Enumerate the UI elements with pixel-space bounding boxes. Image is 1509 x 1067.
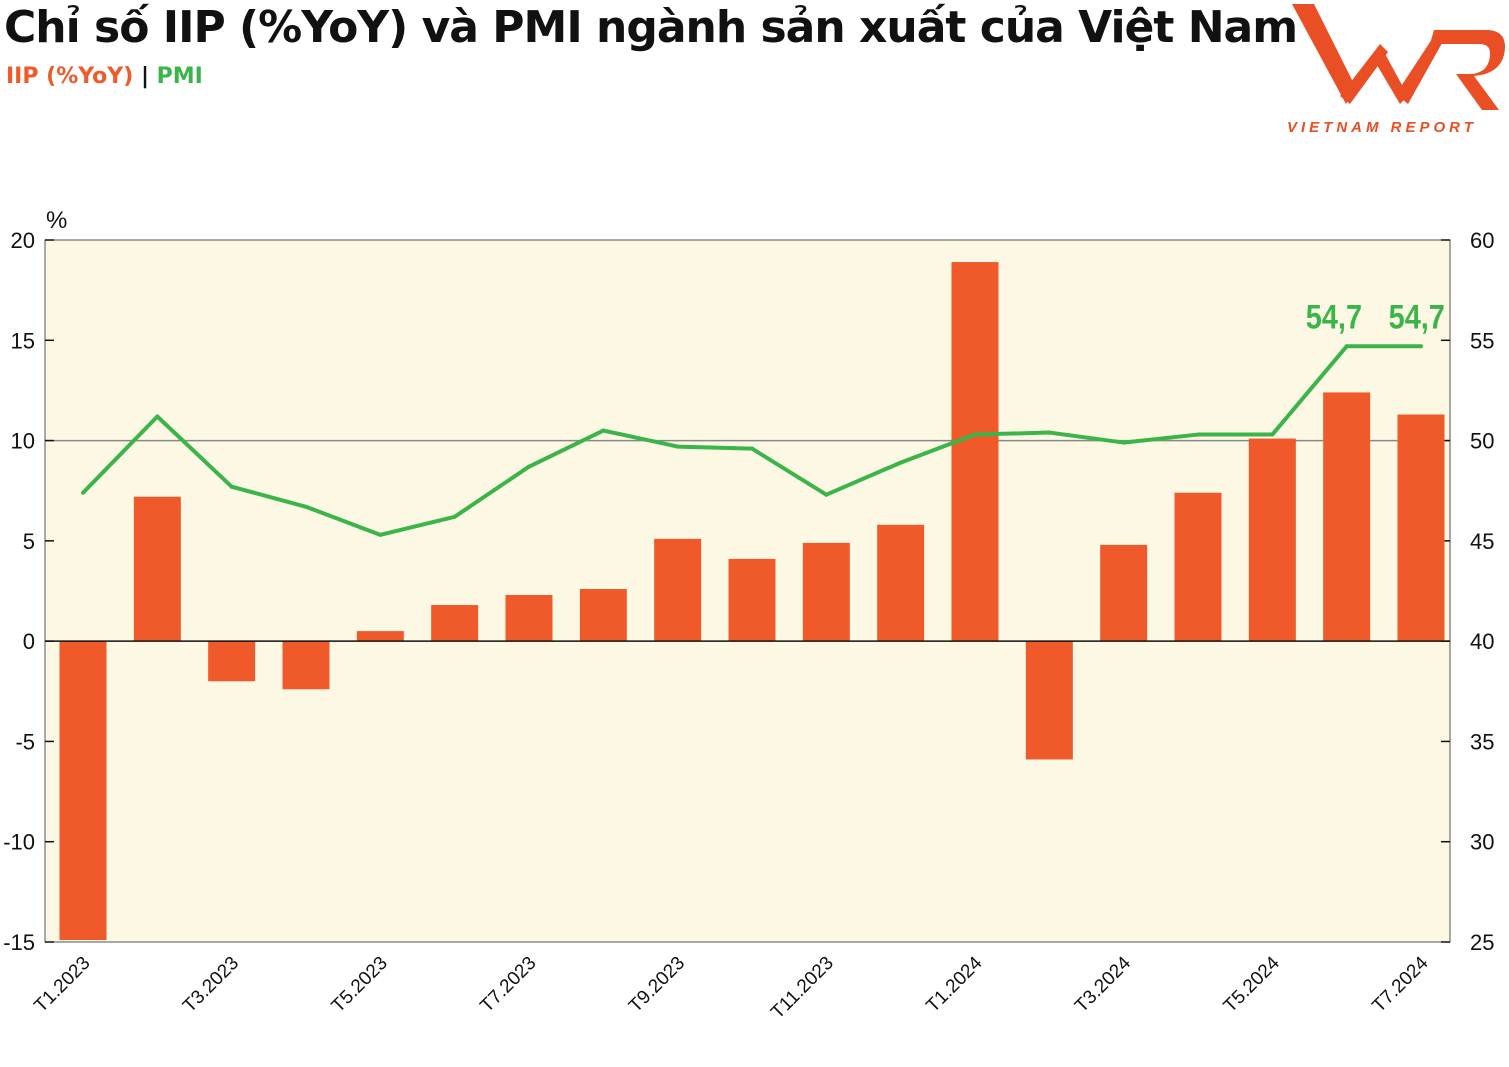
- left-axis-unit: %: [46, 207, 67, 234]
- x-tick-label: T3.2024: [1071, 952, 1135, 1016]
- bar-iip: [1397, 414, 1445, 642]
- right-tick-label: 25: [1470, 930, 1494, 955]
- right-tick-label: 45: [1470, 529, 1494, 554]
- plot-area: [44, 239, 1451, 943]
- point-pmi: [1270, 432, 1275, 437]
- legend: IIP (%YoY) | PMI: [6, 64, 203, 89]
- left-tick-label: 0: [23, 629, 35, 654]
- x-tick-label: T7.2024: [1368, 952, 1432, 1016]
- right-tick-label: 60: [1470, 228, 1494, 253]
- right-tick-label: 40: [1470, 629, 1494, 654]
- data-label-pmi: 54,7: [1389, 297, 1445, 336]
- x-tick-label: T5.2023: [328, 953, 392, 1017]
- bar-iip: [356, 631, 404, 642]
- logo-subtitle: VIETNAM REPORT: [1287, 119, 1477, 136]
- left-tick-label: -15: [3, 930, 35, 955]
- bar-iip: [654, 538, 702, 642]
- bar-iip: [133, 496, 181, 642]
- point-pmi: [155, 414, 160, 419]
- bar-iip: [728, 558, 776, 642]
- right-tick-label: 55: [1470, 328, 1494, 353]
- x-tick-label: T5.2024: [1220, 952, 1284, 1016]
- left-tick-label: -5: [15, 729, 35, 754]
- bar-iip: [1323, 392, 1371, 642]
- point-pmi: [601, 428, 606, 433]
- vietnam-report-logo: VIETNAM REPORT: [1287, 4, 1505, 136]
- bar-iip: [1174, 492, 1222, 642]
- chart-title: Chỉ số IIP (%YoY) và PMI ngành sản xuất …: [4, 2, 1298, 53]
- x-tick-label: T11.2023: [767, 953, 838, 1024]
- bar-iip: [1248, 438, 1296, 642]
- x-tick-label: T1.2024: [922, 952, 986, 1016]
- bar-iip: [877, 524, 925, 642]
- bar-iip: [505, 595, 553, 642]
- left-tick-label: 15: [11, 328, 35, 353]
- point-pmi: [527, 464, 531, 469]
- bar-iip: [431, 605, 479, 642]
- x-tick-label: T9.2023: [625, 953, 689, 1017]
- left-tick-label: 20: [11, 228, 35, 253]
- bar-iip: [579, 588, 627, 642]
- legend-separator: |: [140, 64, 149, 89]
- line-pmi: [81, 344, 1421, 537]
- left-tick-label: -10: [3, 830, 35, 855]
- left-tick-label: 10: [11, 429, 35, 454]
- point-pmi: [824, 492, 829, 497]
- point-pmi: [452, 514, 457, 519]
- left-tick-label: 5: [23, 529, 35, 554]
- x-tick-label: T3.2023: [179, 953, 243, 1017]
- right-tick-label: 50: [1470, 429, 1494, 454]
- point-pmi: [750, 446, 754, 451]
- point-pmi: [229, 484, 234, 489]
- bar-iip: [1100, 544, 1148, 642]
- point-pmi: [81, 490, 85, 495]
- point-pmi: [973, 432, 977, 437]
- bar-iip: [208, 641, 256, 682]
- point-pmi: [898, 460, 903, 465]
- right-tick-label: 35: [1470, 729, 1494, 754]
- point-pmi: [1121, 440, 1126, 445]
- point-pmi: [304, 504, 308, 509]
- data-label-pmi: 54,7: [1306, 297, 1362, 336]
- bar-iip: [59, 641, 107, 940]
- point-pmi: [1419, 344, 1423, 349]
- x-tick-label: T1.2023: [30, 953, 94, 1017]
- x-tick-label: T7.2023: [476, 953, 540, 1017]
- legend-iip: IIP (%YoY): [6, 64, 134, 89]
- bar-iip: [951, 262, 999, 642]
- right-tick-label: 30: [1470, 830, 1494, 855]
- bar-iip: [1025, 641, 1073, 760]
- bar-iip: [802, 542, 850, 642]
- point-pmi: [1047, 430, 1052, 435]
- point-pmi: [675, 444, 680, 449]
- point-pmi: [378, 532, 383, 537]
- bar-iip: [282, 641, 330, 690]
- legend-pmi: PMI: [156, 64, 203, 89]
- point-pmi: [1344, 344, 1349, 349]
- point-pmi: [1196, 432, 1200, 437]
